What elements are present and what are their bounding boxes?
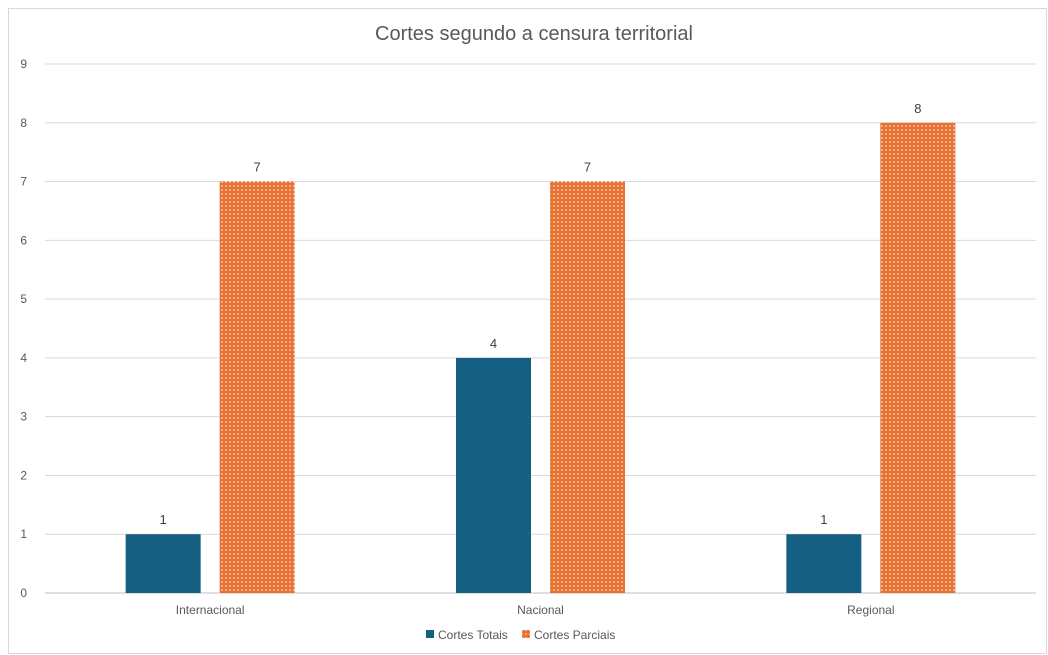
data-label: 1	[160, 512, 167, 527]
legend: Cortes Totais Cortes Parciais	[426, 628, 615, 642]
bar	[219, 181, 295, 594]
y-tick-label: 4	[20, 351, 27, 365]
y-tick-label: 3	[20, 410, 27, 424]
gridlines	[45, 63, 1036, 594]
legend-label: Cortes Parciais	[534, 628, 615, 642]
chart-title: Cortes segundo a censura territorial	[375, 23, 693, 45]
bar	[786, 534, 862, 593]
bar	[456, 357, 531, 593]
y-tick-label: 5	[20, 292, 27, 306]
x-tick-label: Regional	[847, 603, 894, 617]
x-axis-ticks: Internacional Nacional Regional	[176, 603, 895, 617]
data-label: 1	[820, 512, 827, 527]
data-label: 8	[914, 101, 921, 116]
legend-item: Cortes Parciais	[522, 628, 615, 642]
data-label: 4	[490, 336, 497, 351]
bar	[880, 122, 956, 594]
bar	[550, 181, 625, 594]
bars	[125, 122, 956, 594]
y-tick-label: 9	[20, 57, 27, 71]
legend-item: Cortes Totais	[426, 628, 508, 642]
legend-label: Cortes Totais	[438, 628, 508, 642]
data-label: 7	[254, 160, 261, 175]
y-tick-label: 6	[20, 233, 27, 247]
y-tick-label: 0	[20, 586, 27, 600]
y-tick-label: 1	[20, 527, 27, 541]
x-tick-label: Internacional	[176, 603, 245, 617]
bar	[125, 534, 201, 593]
x-tick-label: Nacional	[517, 603, 564, 617]
y-tick-label: 8	[20, 116, 27, 130]
legend-swatch	[522, 630, 530, 638]
y-axis-ticks: 0 1 2 3 4 5 6 7 8 9	[20, 57, 27, 600]
legend-swatch	[426, 630, 434, 638]
data-labels: 1 7 4 7 1 8	[160, 101, 922, 527]
data-label: 7	[584, 160, 591, 175]
y-tick-label: 7	[20, 175, 27, 189]
y-tick-label: 2	[20, 468, 27, 482]
